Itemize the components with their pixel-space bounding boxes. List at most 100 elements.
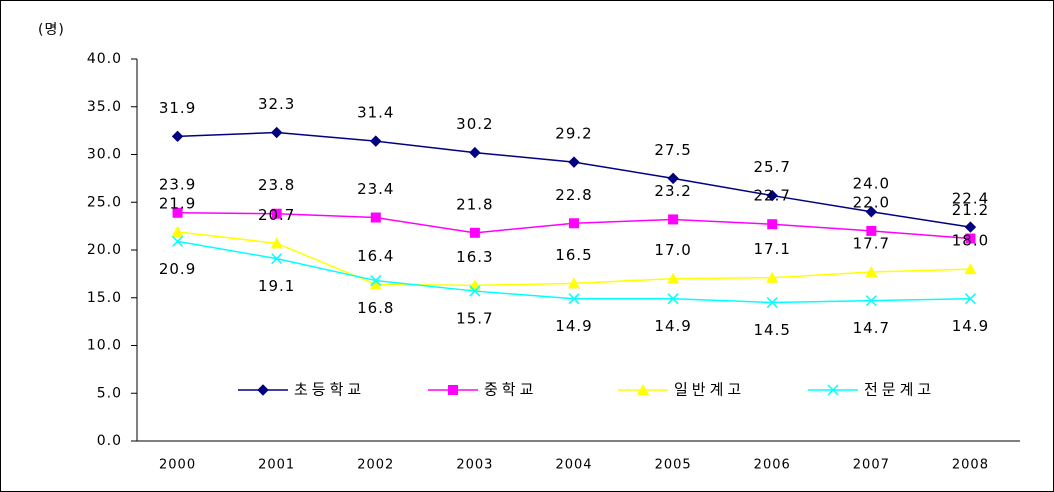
legend-marker [637,384,649,395]
legend-label: 중학교 [484,381,537,399]
data-label: 21.8 [456,195,493,213]
point [766,189,778,202]
data-label: 23.2 [654,182,691,200]
data-label: 14.9 [952,317,989,335]
data-label: 21.2 [952,201,989,219]
y-tick-label: 5.0 [97,385,122,401]
data-label: 15.7 [456,310,493,328]
data-label: 20.9 [159,260,196,278]
data-label: 16.5 [555,246,592,264]
legend-marker [448,385,458,395]
data-label: 27.5 [654,141,691,159]
point [271,208,282,219]
data-label: 30.2 [456,115,493,133]
point [965,233,976,244]
legend-label: 전문계고 [864,381,935,399]
legend-marker [827,384,839,396]
y-tick-label: 20.0 [87,242,122,258]
point [172,207,183,218]
point [964,263,977,275]
point [469,285,481,297]
point [270,237,283,249]
data-label: 22.7 [754,187,791,205]
point [271,253,283,265]
x-tick-label: 2000 [159,458,196,473]
x-tick-label: 2004 [555,458,592,473]
y-tick-label: 30.0 [87,147,122,163]
x-tick-label: 2006 [754,458,791,473]
data-label: 18.0 [952,232,989,250]
point [865,295,877,307]
data-label: 22.8 [555,186,592,204]
point [172,235,184,247]
y-tick-label: 10.0 [87,338,122,354]
data-label: 14.5 [754,321,791,339]
data-label: 21.9 [159,194,196,212]
data-label: 16.3 [456,248,493,266]
point [766,271,779,283]
point [270,126,283,139]
point [767,219,778,230]
data-label: 22.4 [952,190,989,208]
point [568,277,580,289]
data-label: 19.1 [258,277,295,295]
point [667,272,680,284]
legend-marker [257,384,269,396]
y-tick-label: 35.0 [87,99,122,115]
point [568,156,580,168]
x-tick-label: 2008 [952,458,989,473]
point [667,293,679,305]
x-tick-label: 2007 [853,458,890,473]
data-label: 16.8 [357,299,394,317]
point [865,206,878,218]
y-tick-label: 40.0 [87,51,122,67]
point [568,293,580,305]
data-label: 17.7 [853,234,890,252]
point [370,275,382,287]
data-label: 24.0 [853,174,890,192]
point [766,296,778,309]
legend-label: 초등학교 [294,381,365,399]
data-label: 22.0 [853,193,890,211]
data-label: 29.2 [555,125,592,143]
point [866,225,877,236]
data-label: 14.9 [654,317,691,335]
point [469,146,481,159]
data-label: 23.4 [357,180,394,198]
point [171,225,184,237]
point [171,130,184,143]
data-label: 16.4 [357,247,394,265]
point [667,172,679,185]
data-label: 17.0 [654,241,691,259]
data-label: 23.9 [159,175,196,193]
data-label: 31.9 [159,99,196,117]
y-axis-label: (명) [38,22,65,38]
data-label: 14.9 [555,317,592,335]
point [469,227,480,238]
data-label: 14.7 [853,319,890,337]
x-tick-label: 2001 [258,458,295,473]
y-tick-label: 0.0 [97,433,122,449]
data-label: 17.1 [754,240,791,258]
y-tick-label: 15.0 [87,290,122,306]
legend-label: 일반계고 [674,381,745,399]
data-label: 23.8 [258,176,295,194]
point [964,221,977,233]
point [865,265,878,277]
point [964,293,976,305]
point [369,278,382,290]
y-tick-label: 25.0 [87,194,122,210]
data-label: 25.7 [754,158,791,176]
point [668,214,679,225]
point [370,135,382,147]
point [569,218,579,229]
x-tick-label: 2002 [357,458,394,473]
data-label: 32.3 [258,95,295,113]
point [370,212,381,223]
data-label: 20.7 [258,206,295,224]
data-label: 31.4 [357,104,394,122]
x-tick-label: 2005 [655,458,692,473]
x-tick-label: 2003 [456,458,493,473]
